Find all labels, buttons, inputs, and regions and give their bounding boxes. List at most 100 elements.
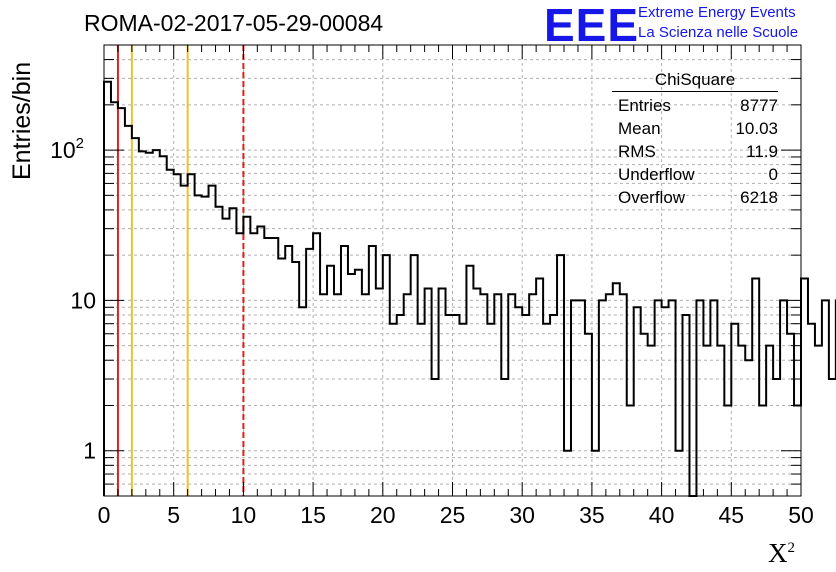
stats-label: Overflow — [618, 188, 686, 207]
histogram-bin — [738, 346, 745, 496]
x-tick-label: 0 — [98, 502, 111, 528]
histogram-bin — [153, 150, 160, 496]
histogram-bin — [634, 307, 641, 496]
stats-label: Mean — [618, 119, 661, 138]
histogram-bin — [655, 300, 662, 496]
x-tick-label: 35 — [579, 502, 605, 528]
x-tick-label: 10 — [231, 502, 257, 528]
histogram-bin — [236, 233, 243, 496]
histogram-bin — [564, 451, 571, 496]
histogram-bin — [536, 278, 543, 496]
histogram-bin — [104, 82, 111, 496]
stats-row-mean: Mean 10.03 — [612, 117, 778, 140]
histogram-bin — [390, 324, 397, 496]
y-axis-label: Entries/bin — [8, 61, 36, 180]
histogram-bin — [188, 174, 195, 496]
histogram-bin — [550, 315, 557, 496]
x-tick-label: 40 — [649, 502, 675, 528]
histogram-bin — [313, 233, 320, 496]
histogram-bin — [167, 170, 174, 496]
stats-row-overflow: Overflow 6218 — [612, 186, 778, 209]
histogram-bin — [683, 315, 690, 496]
histogram-bin — [257, 227, 264, 496]
x-tick-label: 50 — [788, 502, 814, 528]
histogram-bin — [432, 379, 439, 496]
histogram-bin — [334, 294, 341, 496]
histogram-bin — [383, 255, 390, 496]
y-tick-label: 10 — [70, 287, 96, 313]
histogram-bin — [362, 294, 369, 496]
eee-logo: EEE — [544, 0, 640, 51]
histogram-bin — [160, 156, 167, 496]
histogram-bin — [146, 153, 153, 496]
histogram-bin — [466, 266, 473, 496]
histogram-bin — [341, 246, 348, 496]
histogram-bin — [599, 300, 606, 496]
histogram-bin — [439, 289, 446, 496]
stats-value: 11.9 — [746, 142, 778, 161]
stats-title: ChiSquare — [612, 70, 778, 92]
histogram-bin — [418, 324, 425, 496]
histogram-bin — [641, 334, 648, 496]
x-tick-label: 45 — [719, 502, 745, 528]
x-axis-label-base: X — [768, 538, 788, 568]
histogram-bin — [801, 278, 808, 496]
histogram-bin — [669, 300, 676, 496]
x-tick-label: 15 — [300, 502, 326, 528]
histogram-bin — [662, 307, 669, 496]
histogram-bin — [703, 346, 710, 496]
histogram-bin — [515, 307, 522, 496]
histogram-bin — [209, 186, 216, 496]
histogram-bin — [348, 274, 355, 496]
histogram-bin — [494, 294, 501, 496]
histogram-bin — [717, 346, 724, 496]
histogram-bin — [397, 315, 404, 496]
axis-ticks — [103, 44, 802, 497]
histogram-bin — [292, 262, 299, 496]
x-tick-label: 20 — [370, 502, 396, 528]
histogram-bin — [745, 360, 752, 496]
histogram-bin — [480, 294, 487, 496]
histogram-bin — [285, 246, 292, 496]
histogram-bin — [585, 334, 592, 496]
histogram-bin — [578, 300, 585, 496]
histogram-bin — [724, 405, 731, 496]
histogram-bin — [278, 259, 285, 496]
histogram-bin — [627, 405, 634, 496]
histogram-bin — [648, 346, 655, 496]
stats-value: 0 — [768, 165, 778, 184]
stats-label: Entries — [618, 96, 671, 115]
histogram-bin — [613, 283, 620, 496]
histogram-bin — [271, 238, 278, 496]
histogram-bin — [411, 255, 418, 496]
histogram-bin — [543, 324, 550, 496]
histogram-bin — [118, 108, 125, 496]
histogram-bin — [473, 289, 480, 496]
histogram-bin — [306, 249, 313, 496]
y-tick-label: 1 — [83, 438, 96, 464]
histogram-bin — [829, 379, 836, 496]
histogram-bin — [592, 451, 599, 496]
histogram-bin — [174, 174, 181, 496]
y-tick-label: 102 — [50, 135, 84, 163]
histogram-bin — [676, 451, 683, 496]
histogram-bin — [222, 219, 229, 496]
histogram-bin — [369, 246, 376, 496]
histogram-bin — [446, 315, 453, 496]
histogram-bin — [529, 294, 536, 496]
histogram-bin — [459, 324, 466, 496]
stats-row-rms: RMS 11.9 — [612, 140, 778, 163]
histogram-bin — [808, 324, 815, 496]
histogram-bin — [752, 278, 759, 496]
histogram-bin — [571, 300, 578, 496]
histogram-bin — [320, 294, 327, 496]
histogram-bin — [299, 307, 306, 496]
stats-value: 6218 — [740, 188, 778, 207]
histogram-bin — [606, 294, 613, 496]
histogram-bin — [787, 334, 794, 496]
histogram-bin — [125, 126, 132, 496]
stats-label: RMS — [618, 142, 656, 161]
reference-lines — [116, 45, 245, 496]
histogram-bin — [773, 379, 780, 496]
histogram-bin — [132, 138, 139, 496]
